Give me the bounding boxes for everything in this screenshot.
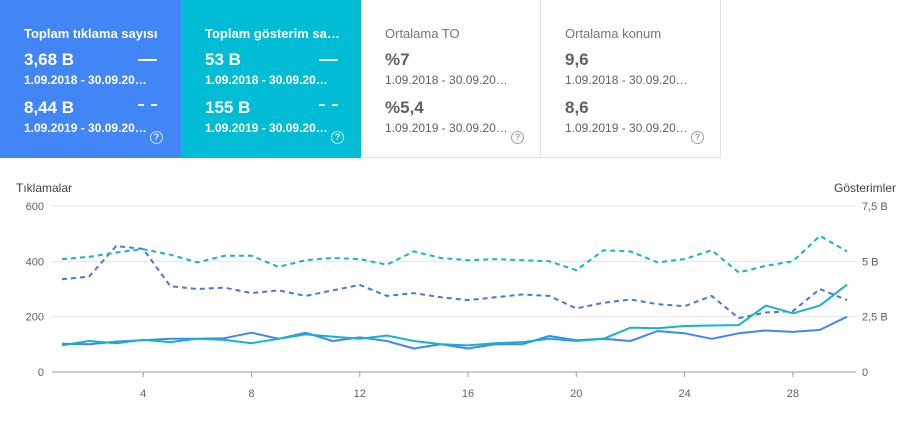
- card-value-2018: 9,6: [565, 50, 589, 69]
- x-tick-label: 8: [248, 388, 254, 400]
- card-average-ctr[interactable]: Ortalama TO %7 1.09.2018 - 30.09.20… %5,…: [361, 0, 541, 158]
- card-value-2019: 8,44 B: [24, 98, 75, 117]
- card-range-2019: 1.09.2019 - 30.09.20…: [205, 121, 328, 135]
- x-tick-label: 4: [140, 388, 146, 400]
- help-icon[interactable]: ?: [331, 131, 344, 144]
- card-range-2018: 1.09.2018 - 30.09.20…: [565, 73, 688, 87]
- help-icon[interactable]: ?: [511, 131, 524, 144]
- solid-line-legend-icon: [319, 59, 338, 61]
- card-range-2018: 1.09.2018 - 30.09.20…: [205, 73, 328, 87]
- left-axis-title: Tıklamalar: [16, 181, 73, 195]
- right-tick-label: 2,5 B: [862, 312, 888, 324]
- x-tick-label: 16: [462, 388, 474, 400]
- help-icon[interactable]: ?: [150, 131, 163, 144]
- x-tick-label: 24: [678, 388, 690, 400]
- card-range-2018: 1.09.2018 - 30.09.20…: [385, 73, 508, 87]
- left-tick-label: 0: [38, 367, 44, 379]
- right-tick-label: 7,5 B: [862, 201, 888, 213]
- right-tick-label: 5 B: [862, 256, 879, 268]
- card-value-2019: 8,6: [565, 98, 589, 117]
- series-line-1: [61, 245, 848, 320]
- card-value-2019: %5,4: [385, 98, 424, 117]
- dashed-line-legend-icon: [138, 104, 157, 106]
- card-value-2018: 53 B: [205, 50, 241, 69]
- x-tick-label: 20: [570, 388, 582, 400]
- left-tick-label: 200: [26, 312, 44, 324]
- card-range-2018: 1.09.2018 - 30.09.20…: [24, 73, 147, 87]
- right-tick-label: 0: [862, 367, 868, 379]
- dashed-line-legend-icon: [319, 104, 338, 106]
- left-tick-label: 400: [26, 256, 44, 268]
- card-range-2019: 1.09.2019 - 30.09.20…: [385, 121, 508, 135]
- x-tick-label: 12: [354, 388, 366, 400]
- card-average-position[interactable]: Ortalama konum 9,6 1.09.2018 - 30.09.20……: [541, 0, 721, 158]
- x-tick-label: 28: [787, 388, 799, 400]
- series-line-2: [61, 283, 848, 347]
- card-range-2019: 1.09.2019 - 30.09.20…: [565, 121, 688, 135]
- left-tick-label: 600: [26, 201, 44, 213]
- solid-line-legend-icon: [138, 59, 157, 61]
- card-value-2019: 155 B: [205, 98, 251, 117]
- series-line-3: [61, 234, 848, 274]
- card-total-impressions[interactable]: Toplam gösterim say… 53 B 1.09.2018 - 30…: [181, 0, 361, 158]
- help-icon[interactable]: ?: [691, 131, 704, 144]
- metric-cards: Toplam tıklama sayısı 3,68 B 1.09.2018 -…: [0, 0, 915, 158]
- card-value-2018: 3,68 B: [24, 50, 75, 69]
- card-range-2019: 1.09.2019 - 30.09.20…: [24, 121, 147, 135]
- card-value-2018: %7: [385, 50, 410, 69]
- right-axis-title: Gösterimler: [834, 181, 897, 195]
- card-total-clicks[interactable]: Toplam tıklama sayısı 3,68 B 1.09.2018 -…: [0, 0, 181, 158]
- series-line-0: [61, 315, 848, 350]
